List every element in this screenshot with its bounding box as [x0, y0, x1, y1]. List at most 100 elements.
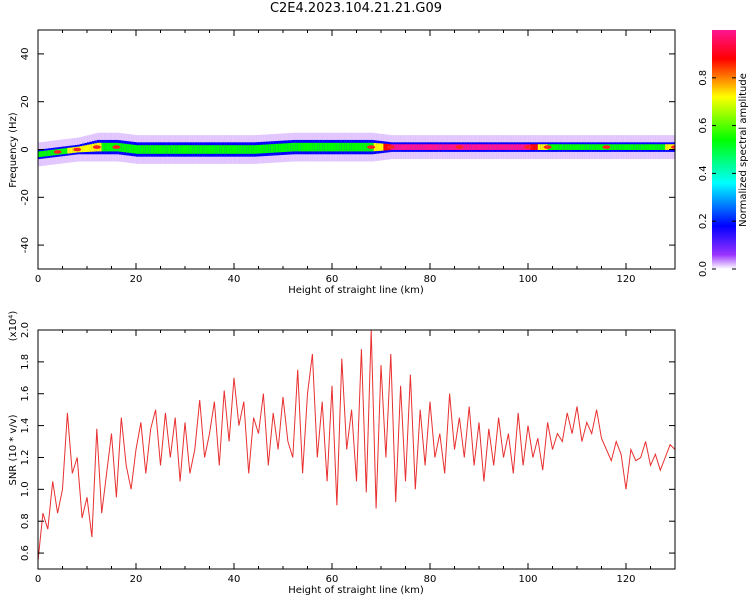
spectrogram-core — [162, 145, 166, 154]
snr-panel: 0 20 40 60 80 100 120 0.6 0.8 1.0 1.2 1.4 1.6 1.8 2.0… — [8, 311, 676, 596]
spectrogram-core — [476, 144, 480, 150]
spectrogram-core — [398, 144, 402, 150]
spectrogram-core — [246, 145, 250, 154]
spectrogram-core — [253, 145, 257, 154]
spectrogram-core — [317, 142, 321, 152]
spectrogram-core — [577, 144, 580, 150]
spectrogram-core — [400, 144, 404, 150]
spectrogram-core — [45, 150, 49, 157]
spectrogram-core — [47, 150, 51, 156]
spectrogram-core — [199, 145, 203, 154]
spectrogram-core — [567, 144, 571, 150]
spectrogram-core — [278, 143, 282, 153]
spectrogram-core — [444, 144, 448, 150]
spectrogram-core — [354, 142, 357, 152]
spectrogram-core — [349, 142, 353, 152]
spectrogram-core — [64, 148, 68, 154]
spectrogram-core — [324, 142, 328, 152]
x-tick-label: 60 — [326, 274, 339, 285]
spectrogram-core — [562, 144, 566, 150]
spectrogram-core — [192, 145, 196, 154]
y-tick-label: 1.0 — [20, 481, 31, 497]
spectrogram-core — [204, 145, 208, 154]
spectrogram-core — [180, 145, 184, 154]
spectrogram-core — [268, 144, 272, 153]
spectrogram-core — [101, 142, 105, 152]
spectrogram-core — [513, 144, 517, 150]
spectrogram-core — [599, 144, 602, 150]
x-tick-label: 20 — [130, 574, 143, 585]
snr-x-label: Height of straight line (km) — [288, 585, 424, 596]
snr-frame — [37, 329, 676, 570]
spectrogram-core — [275, 143, 279, 153]
spectrogram-core — [307, 142, 311, 152]
spectrogram-core — [50, 149, 54, 156]
spectrogram-core — [515, 144, 519, 150]
spectrogram-core — [287, 143, 291, 152]
spectrogram-core — [358, 142, 362, 152]
spectrogram-y-ticks: -40 -20 0 20 40 — [20, 48, 675, 253]
spectrogram-core — [302, 142, 306, 152]
spectrogram-core — [584, 144, 588, 150]
colorbar-gradient — [712, 30, 736, 269]
spectrogram-core — [297, 142, 301, 152]
spectrogram-core — [209, 145, 213, 154]
spectrogram-hotspot — [112, 145, 121, 149]
spectrogram-core — [532, 144, 536, 150]
spectrogram-core — [84, 145, 88, 153]
spectrogram-core — [248, 145, 252, 154]
colorbar: 0.0 0.2 0.4 0.6 0.8 Normalized spectral ampl… — [698, 30, 749, 277]
spectrogram-core — [329, 142, 333, 152]
spectrogram-core — [229, 145, 233, 154]
x-tick-label: 0 — [35, 574, 41, 585]
y-tick-label: 0 — [20, 146, 31, 152]
spectrogram-core — [594, 144, 598, 150]
spectrogram-core — [346, 142, 350, 152]
spectrogram-core — [40, 151, 44, 157]
spectrogram-core — [486, 144, 490, 150]
spectrogram-core — [469, 144, 473, 150]
spectrogram-core — [660, 144, 664, 150]
spectrogram-core — [133, 144, 137, 154]
spectrogram-x-ticks: 0 20 40 60 80 100 120 — [35, 30, 676, 285]
spectrogram-core — [591, 144, 595, 150]
spectrogram-core — [106, 142, 110, 152]
spectrogram-core — [290, 142, 294, 152]
spectrogram-core — [645, 144, 649, 150]
spectrogram-core — [474, 144, 478, 150]
spectrogram-core — [194, 145, 198, 154]
spectrogram-core — [104, 142, 108, 152]
x-tick-label: 60 — [326, 574, 339, 585]
spectrogram-hotspot — [386, 145, 395, 149]
spectrogram-y-label: Frequency (Hz) — [8, 112, 19, 188]
colorbar-label: Normalized spectral amplitude — [738, 73, 749, 227]
spectrogram-hotspot — [524, 145, 532, 149]
spectrogram-core — [322, 142, 326, 152]
spectrogram-core — [586, 144, 590, 150]
spectrogram-core — [172, 145, 176, 154]
chart-title: C2E4.2023.104.21.21.G09 — [269, 1, 443, 16]
spectrogram-core — [42, 150, 46, 157]
spectrogram-core — [518, 144, 522, 150]
spectrogram-core — [501, 144, 504, 150]
spectrogram-core — [630, 144, 634, 150]
spectrogram-core — [327, 142, 331, 152]
y-tick-label: 1.4 — [20, 418, 31, 434]
colorbar-tick-label: 0.6 — [698, 118, 709, 134]
spectrogram-core — [376, 143, 380, 152]
spectrogram-core — [464, 144, 468, 150]
spectrogram-core — [503, 144, 507, 150]
spectrogram-core — [415, 144, 419, 150]
spectrogram-core — [540, 144, 544, 150]
spectrogram-core — [197, 145, 201, 154]
spectrogram-panel: 0 20 40 60 80 100 120 -40 -20 0 20 40 Height of st… — [8, 29, 676, 296]
spectrogram-core — [140, 145, 144, 154]
spectrogram-core — [425, 144, 429, 150]
spectrogram-core — [177, 145, 181, 154]
x-tick-label: 80 — [424, 574, 437, 585]
x-tick-label: 40 — [228, 274, 241, 285]
spectrogram-hotspot — [543, 145, 552, 149]
spectrogram-core — [131, 144, 135, 154]
snr-multiplier: (x10⁴) — [8, 311, 19, 342]
